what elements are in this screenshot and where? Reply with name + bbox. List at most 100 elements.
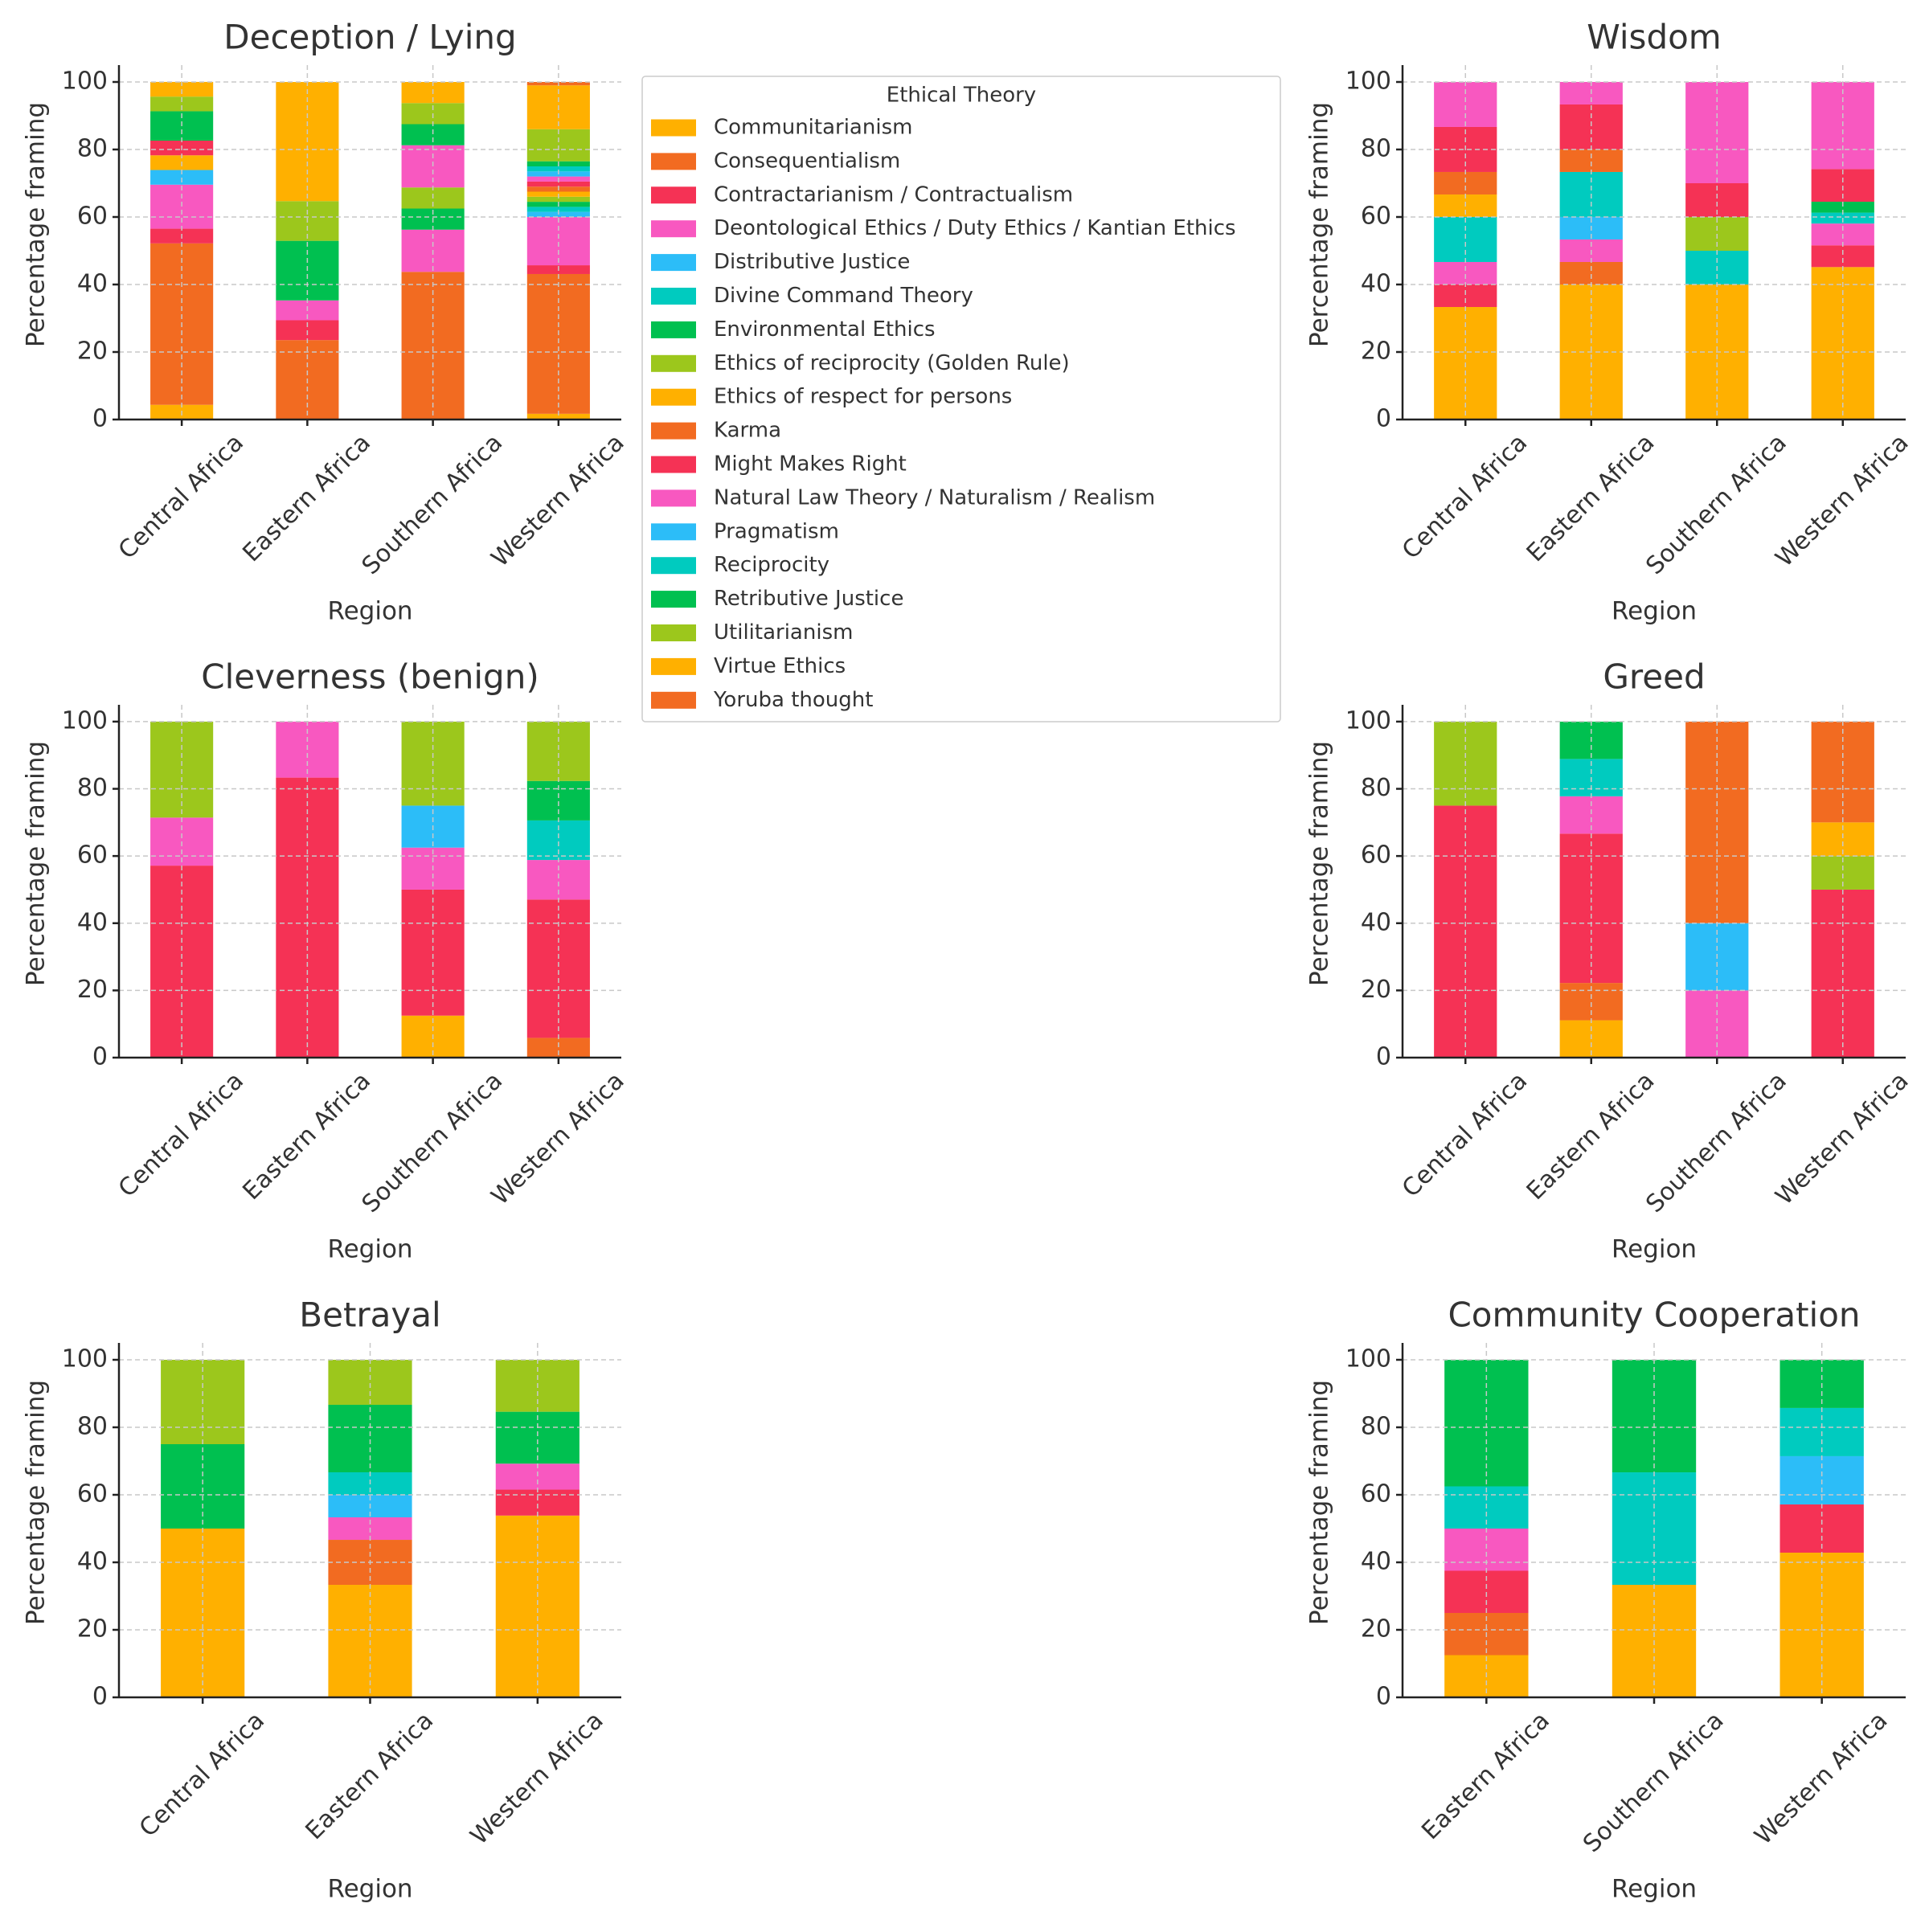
bar-segment <box>150 96 214 112</box>
y-axis-label: Percentage framing <box>1305 1380 1334 1625</box>
y-axis-label: Percentage framing <box>22 1380 51 1625</box>
y-tick-label: 100 <box>1345 706 1391 735</box>
x-axis-label: Region <box>1612 597 1697 626</box>
legend-swatch <box>651 388 696 406</box>
y-tick-label: 60 <box>77 203 108 231</box>
subplot: 0 20 40 60 80 100 Eastern Africa Southern Afric… <box>1305 1296 1906 1904</box>
bar-segment <box>526 196 590 203</box>
legend-swatch <box>651 489 696 507</box>
y-tick-label: 0 <box>1376 405 1391 433</box>
x-tick-label: Central Africa <box>1397 429 1533 565</box>
y-tick-label: 40 <box>77 270 108 298</box>
chart-title: Betrayal <box>299 1296 440 1335</box>
legend-label: Reciprocity <box>714 553 829 577</box>
bar-segment <box>526 413 590 420</box>
y-tick-label: 20 <box>77 976 108 1004</box>
y-tick-label: 80 <box>1361 1413 1391 1441</box>
x-tick-label: Eastern Africa <box>237 429 376 568</box>
x-tick-label: Eastern Africa <box>237 1067 376 1206</box>
legend-swatch <box>651 288 696 305</box>
legend-swatch <box>651 119 696 137</box>
y-tick-label: 20 <box>1361 976 1391 1004</box>
x-tick-label: Southern Africa <box>1578 1707 1729 1858</box>
y-tick-label: 20 <box>1361 1615 1391 1643</box>
bar-segment <box>1811 245 1874 268</box>
y-tick-label: 60 <box>77 841 108 870</box>
legend-swatch <box>651 591 696 608</box>
x-axis-label: Region <box>1612 1235 1697 1264</box>
y-tick-label: 0 <box>92 1043 108 1071</box>
x-tick-label: Eastern Africa <box>1416 1707 1555 1846</box>
legend-label: Pragmatism <box>714 519 839 543</box>
y-tick-label: 20 <box>77 338 108 366</box>
y-tick-label: 80 <box>1361 774 1391 802</box>
bar-segment <box>1434 82 1497 127</box>
y-tick-label: 40 <box>1361 1548 1391 1576</box>
y-tick-label: 60 <box>77 1480 108 1508</box>
y-tick-label: 80 <box>77 135 108 163</box>
bar-segment <box>495 1489 580 1516</box>
legend-swatch <box>651 321 696 338</box>
y-tick-label: 100 <box>62 1345 108 1373</box>
y-tick-label: 60 <box>1361 841 1391 870</box>
y-tick-label: 100 <box>1345 1345 1391 1373</box>
legend-swatch <box>651 456 696 473</box>
legend-label: Natural Law Theory / Naturalism / Realis… <box>714 485 1155 510</box>
y-axis-label: Percentage framing <box>22 102 51 347</box>
y-tick-label: 20 <box>77 1615 108 1643</box>
y-tick-label: 80 <box>77 1413 108 1441</box>
legend-swatch <box>651 422 696 440</box>
legend-label: Distributive Justice <box>714 250 910 274</box>
y-axis-label: Percentage framing <box>1305 102 1334 347</box>
x-tick-label: Southern Africa <box>357 429 508 580</box>
x-tick-label: Central Africa <box>1397 1067 1533 1203</box>
legend-label: Virtue Ethics <box>714 654 846 678</box>
legend-label: Utilitarianism <box>714 620 853 645</box>
y-tick-label: 40 <box>1361 908 1391 936</box>
chart-title: Deception / Lying <box>223 18 516 57</box>
x-tick-label: Western Africa <box>465 1707 609 1851</box>
bar-segment <box>150 866 214 1058</box>
bar-segment <box>526 207 590 212</box>
legend-swatch <box>651 523 696 541</box>
bar-segment <box>328 1360 412 1405</box>
chart-title: Greed <box>1603 657 1705 697</box>
x-tick-label: Eastern Africa <box>300 1707 439 1846</box>
legend-swatch <box>651 153 696 170</box>
legend-title: Ethical Theory <box>887 84 1036 108</box>
x-tick-label: Western Africa <box>486 1067 630 1211</box>
bar-segment <box>526 273 590 414</box>
legend-label: Might Makes Right <box>714 452 907 477</box>
x-tick-label: Central Africa <box>113 429 249 565</box>
y-tick-label: 40 <box>77 908 108 936</box>
bar-segment <box>526 217 590 266</box>
legend-label: Ethics of respect for persons <box>714 385 1012 409</box>
y-tick-label: 80 <box>77 774 108 802</box>
legend-swatch <box>651 186 696 204</box>
legend-label: Environmental Ethics <box>714 317 936 342</box>
legend-swatch <box>651 624 696 641</box>
y-tick-label: 0 <box>1376 1683 1391 1711</box>
y-tick-label: 20 <box>1361 338 1391 366</box>
legend-swatch <box>651 557 696 575</box>
bar-segment <box>526 166 590 172</box>
legend-swatch <box>651 220 696 238</box>
y-tick-label: 100 <box>62 706 108 735</box>
legend-label: Yoruba thought <box>713 688 873 712</box>
legend-label: Retributive Justice <box>714 587 903 611</box>
x-tick-label: Eastern Africa <box>1521 1067 1661 1206</box>
x-tick-label: Western Africa <box>1771 429 1915 573</box>
bar-segment <box>526 899 590 1038</box>
x-axis-label: Region <box>327 1875 412 1904</box>
legend: Ethical Theory Communitarianism Consequent… <box>641 76 1281 722</box>
x-tick-label: Western Africa <box>1771 1067 1915 1211</box>
x-axis-label: Region <box>327 1235 412 1264</box>
x-tick-label: Eastern Africa <box>1521 429 1661 568</box>
legend-label: Contractarianism / Contractualism <box>714 182 1073 207</box>
y-tick-label: 100 <box>62 68 108 96</box>
legend-label: Communitarianism <box>714 116 912 140</box>
